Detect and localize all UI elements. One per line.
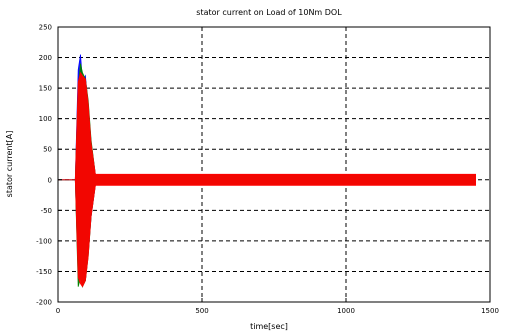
series-1-band bbox=[58, 54, 476, 285]
x-tick-label: 1000 bbox=[337, 307, 355, 315]
y-tick-label: -50 bbox=[41, 207, 52, 215]
plot-frame bbox=[57, 26, 491, 303]
x-tick-label: 0 bbox=[56, 307, 60, 315]
y-tick-label: 150 bbox=[39, 85, 52, 93]
x-axis-label: time[sec] bbox=[250, 322, 288, 331]
plot-area: 0 500 1000 1500 -200 -150 -100 -50 0 50 100 150 200 2… bbox=[36, 24, 499, 316]
y-tick-label: -200 bbox=[36, 299, 52, 307]
series-3-band bbox=[58, 71, 476, 288]
y-tick-label: -100 bbox=[36, 237, 52, 245]
y-tick-label: 100 bbox=[39, 115, 52, 123]
x-tick-label: 1500 bbox=[481, 307, 499, 315]
y-tick-label: 250 bbox=[39, 24, 52, 32]
x-tick-label: 500 bbox=[195, 307, 208, 315]
y-tick-label: 50 bbox=[43, 146, 52, 154]
chart-title: stator current on Load of 10Nm DOL bbox=[196, 8, 342, 17]
y-tick-label: -150 bbox=[36, 268, 52, 276]
y-tick-label: 200 bbox=[39, 54, 52, 62]
y-tick-label: 0 bbox=[48, 176, 52, 184]
y-axis-label: stator current[A] bbox=[5, 131, 14, 198]
